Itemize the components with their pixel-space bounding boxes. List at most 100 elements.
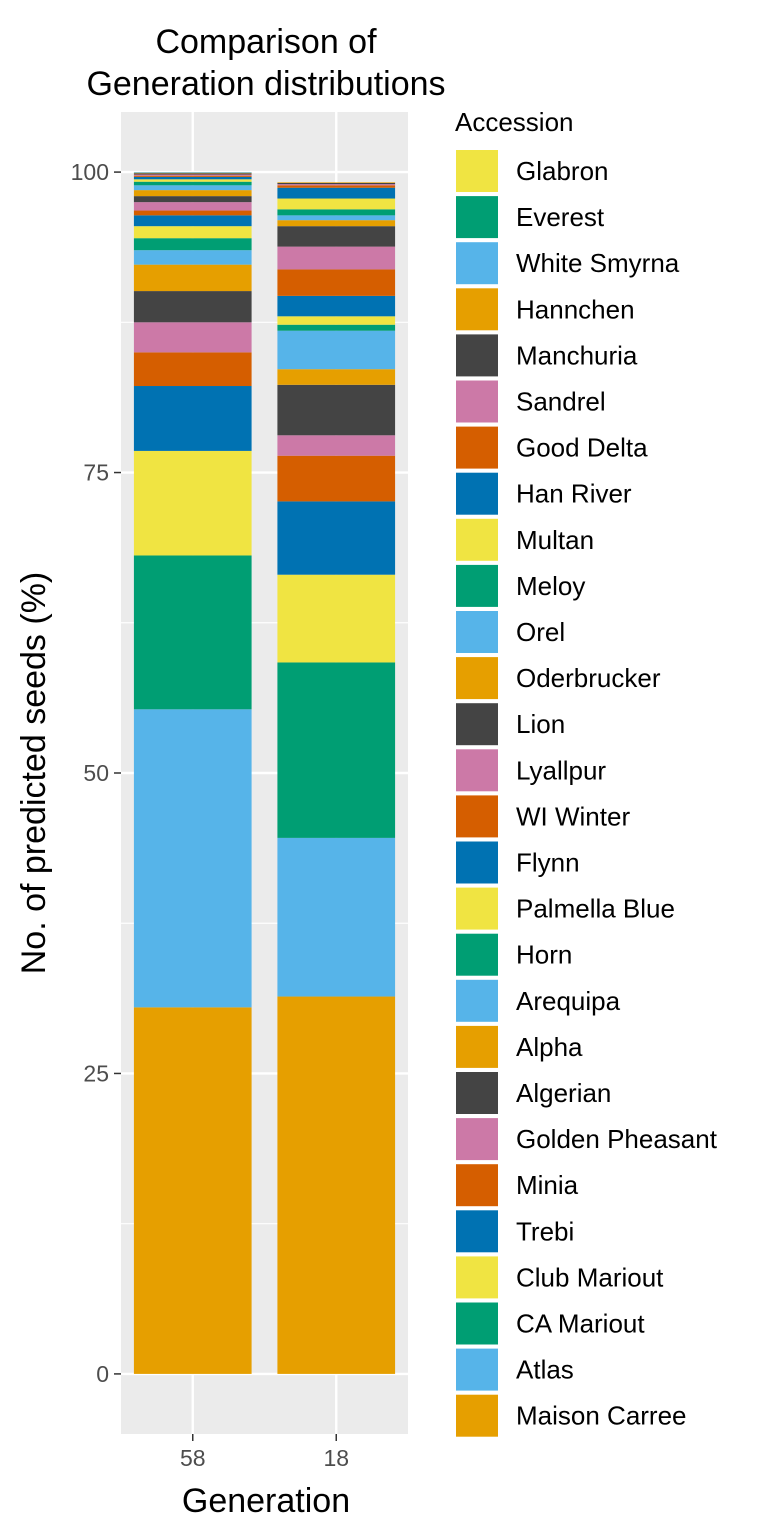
legend-label: Sandrel (516, 387, 606, 417)
legend-title: Accession (455, 107, 574, 137)
y-tick-label: 25 (83, 1060, 109, 1086)
bar-segment (277, 182, 396, 183)
legend-label: Maison Carree (516, 1401, 687, 1431)
bar-segment (277, 184, 396, 186)
y-axis: 0 25 50 75 100 (71, 159, 121, 1387)
y-tick-label: 100 (71, 159, 109, 185)
x-tick-label: 58 (180, 1445, 206, 1471)
legend-key (454, 332, 500, 379)
bar-segment (277, 455, 396, 502)
legend-label: Club Mariout (516, 1262, 664, 1292)
bar-segment (133, 176, 252, 180)
legend-key (454, 1116, 500, 1163)
chart-title: Comparison of (155, 23, 377, 61)
legend-key (454, 562, 500, 609)
legend-label: Atlas (516, 1355, 574, 1385)
legend-key (454, 793, 500, 840)
bar-segment (277, 574, 396, 663)
bar-segment (133, 181, 252, 186)
bar-segment (277, 209, 396, 216)
legend-key (454, 655, 500, 702)
bar-segment (277, 220, 396, 227)
bar-segment (277, 324, 396, 331)
bar-segment (133, 210, 252, 216)
bar-segment (133, 202, 252, 211)
legend-key (454, 1254, 500, 1301)
legend-label: Lion (516, 709, 565, 739)
legend-key (454, 516, 500, 563)
bar-segment (133, 172, 252, 174)
bar-segment (133, 322, 252, 353)
bar-segment (277, 269, 396, 296)
bar-segment (277, 662, 396, 838)
bar-segment (133, 179, 252, 182)
legend-key (454, 701, 500, 748)
bar-segment (277, 185, 396, 188)
bar-segment (133, 196, 252, 203)
legend-key (454, 378, 500, 425)
legend-label: Horn (516, 940, 572, 970)
bar-segment (277, 182, 396, 185)
bar-segment (133, 555, 252, 710)
bar-segment (277, 187, 396, 199)
bar-segment (133, 709, 252, 1008)
bar-segment (277, 330, 396, 370)
bar-segment (277, 435, 396, 456)
legend-key (454, 885, 500, 932)
bar-segment (133, 386, 252, 451)
legend-label: Hannchen (516, 294, 635, 324)
legend-key (454, 1392, 500, 1439)
x-axis: 58 18 (180, 1434, 349, 1471)
bar-segment (133, 190, 252, 197)
bar-segment (277, 996, 396, 1374)
y-axis-title: No. of predicted seeds (%) (15, 572, 53, 975)
bar-segment (133, 173, 252, 175)
legend-key (454, 194, 500, 241)
legend-label: Oderbrucker (516, 663, 661, 693)
bar-segment (277, 316, 396, 325)
bar-segment (133, 238, 252, 251)
legend-label: Trebi (516, 1216, 574, 1246)
bar-segment (133, 185, 252, 191)
bar-segment (133, 264, 252, 292)
legend-key (454, 977, 500, 1024)
legend-key (454, 240, 500, 287)
bar-segment (277, 226, 396, 247)
legend-label: Everest (516, 202, 605, 232)
bars (133, 172, 396, 1374)
y-tick-label: 75 (83, 460, 109, 486)
bar-segment (277, 215, 396, 221)
bar-segment (133, 291, 252, 323)
legend-key (454, 1300, 500, 1347)
legend-label: Minia (516, 1170, 579, 1200)
legend-key (454, 1070, 500, 1116)
legend-label: Flynn (516, 848, 580, 878)
legend-key (454, 286, 500, 333)
bar-segment (277, 837, 396, 997)
legend-label: Meloy (516, 571, 585, 601)
bar-segment (133, 450, 252, 556)
legend-key (454, 931, 500, 978)
legend-label: Arequipa (516, 986, 621, 1016)
bar-segment (133, 1007, 252, 1374)
legend-label: Algerian (516, 1078, 611, 1108)
legend: Glabron Everest White Smyrna Hannchen Manchu… (454, 148, 718, 1439)
legend-key (454, 747, 500, 794)
legend-label: Good Delta (516, 433, 648, 463)
legend-label: Glabron (516, 156, 609, 186)
bar-segment (277, 369, 396, 385)
legend-label: Han River (516, 479, 632, 509)
legend-key (454, 470, 500, 517)
bar-segment (133, 175, 252, 177)
x-tick-label: 18 (323, 1445, 349, 1471)
legend-key (454, 1346, 500, 1393)
bar-segment (133, 250, 252, 265)
legend-label: WI Winter (516, 801, 630, 831)
bar-segment (277, 501, 396, 575)
bar-segment (133, 172, 252, 173)
legend-key (454, 148, 500, 194)
legend-label: CA Mariout (516, 1309, 645, 1339)
bar-segment (277, 246, 396, 270)
legend-label: Golden Pheasant (516, 1124, 718, 1154)
